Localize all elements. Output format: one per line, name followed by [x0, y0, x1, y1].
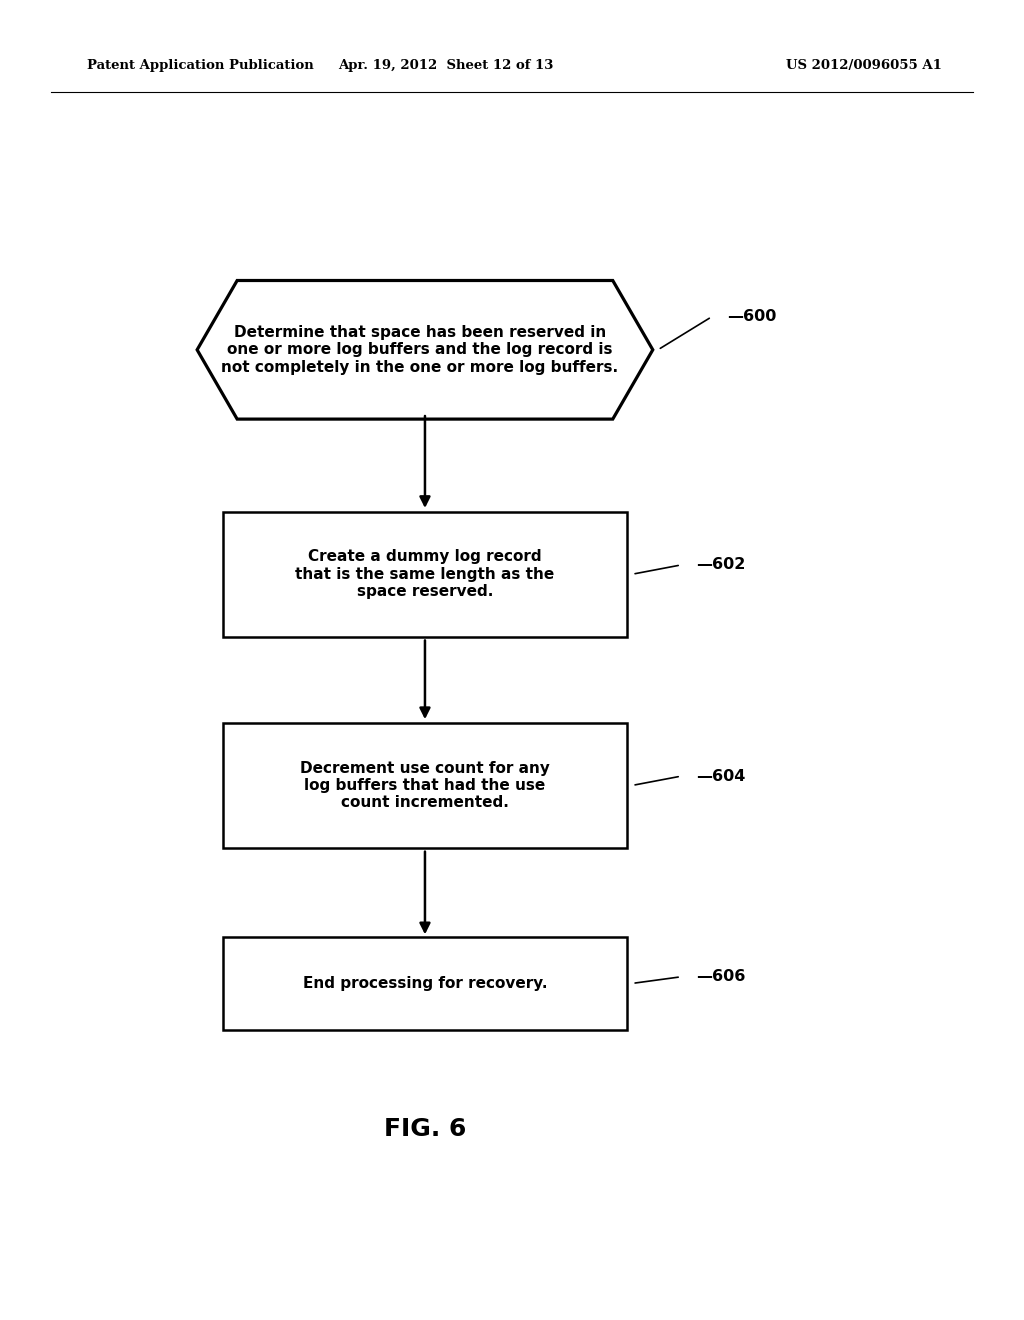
Polygon shape — [197, 281, 653, 420]
Text: Patent Application Publication: Patent Application Publication — [87, 59, 313, 73]
Text: Decrement use count for any
log buffers that had the use
count incremented.: Decrement use count for any log buffers … — [300, 760, 550, 810]
Bar — [222, 937, 627, 1030]
Text: US 2012/0096055 A1: US 2012/0096055 A1 — [786, 59, 942, 73]
Text: —604: —604 — [696, 768, 745, 784]
Text: Create a dummy log record
that is the same length as the
space reserved.: Create a dummy log record that is the sa… — [295, 549, 555, 599]
Bar — [222, 723, 627, 847]
Text: —606: —606 — [696, 969, 745, 985]
Text: End processing for recovery.: End processing for recovery. — [303, 975, 547, 991]
Text: —602: —602 — [696, 557, 745, 573]
Text: Apr. 19, 2012  Sheet 12 of 13: Apr. 19, 2012 Sheet 12 of 13 — [338, 59, 553, 73]
Text: —600: —600 — [727, 309, 776, 325]
Text: Determine that space has been reserved in
one or more log buffers and the log re: Determine that space has been reserved i… — [221, 325, 618, 375]
Text: FIG. 6: FIG. 6 — [384, 1117, 466, 1140]
Bar — [222, 512, 627, 638]
